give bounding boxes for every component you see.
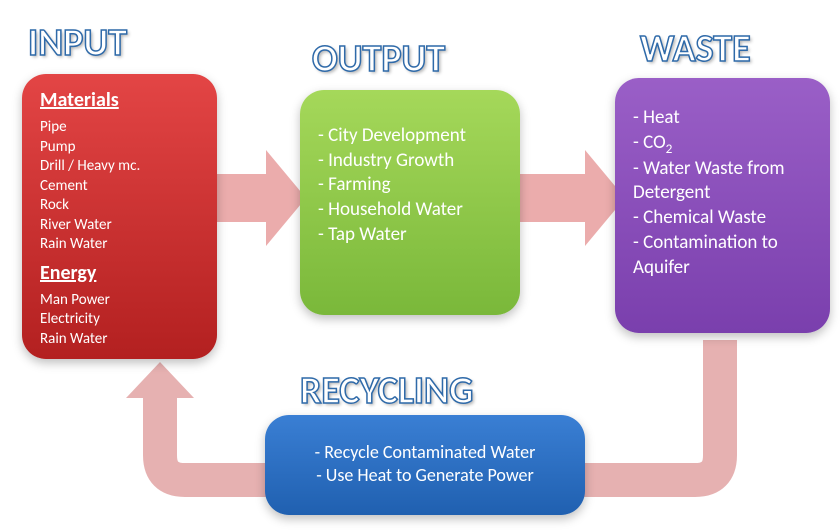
block-recycling: - Recycle Contaminated Water- Use Heat t… [265,415,585,515]
title-recycling: RECYCLING [300,368,473,414]
list-item: - Household Water [318,198,502,223]
arrow-output-to-waste [505,150,625,246]
title-input: INPUT [28,20,127,66]
list-item: Pipe [40,118,199,138]
list-item: River Water [40,216,199,236]
list-item: - Use Heat to Generate Power [283,464,567,487]
list-item: Rock [40,196,199,216]
title-waste: WASTE [640,26,751,72]
list-item: - CO2 [633,131,812,157]
list-item: - City Development [318,124,502,149]
list-item: Rain Water [40,330,199,350]
recycling-items-list: - Recycle Contaminated Water- Use Heat t… [283,441,567,488]
list-item: - Tap Water [318,223,502,248]
waste-items-list: - Heat- CO2- Water Waste from Detergent-… [633,106,812,280]
list-item: - Chemical Waste [633,206,812,231]
list-item: - Farming [318,173,502,198]
block-output: - City Development- Industry Growth- Far… [300,90,520,315]
input-heading-energy: Energy [40,261,199,285]
list-item: Cement [40,177,199,197]
list-item: - Recycle Contaminated Water [283,441,567,464]
input-materials-list: PipePumpDrill / Heavy mc.CementRockRiver… [40,118,199,255]
title-output: OUTPUT [312,36,445,82]
block-input: Materials PipePumpDrill / Heavy mc.Cemen… [22,74,217,359]
output-items-list: - City Development- Industry Growth- Far… [318,124,502,247]
list-item: - Heat [633,106,812,131]
list-item: Rain Water [40,235,199,255]
list-item: - Industry Growth [318,149,502,174]
input-heading-materials: Materials [40,88,199,112]
list-item: Electricity [40,310,199,330]
list-item: - Contamination to Aquifer [633,231,812,280]
list-item: - Water Waste from Detergent [633,157,812,206]
list-item: Drill / Heavy mc. [40,157,199,177]
input-energy-list: Man PowerElectricityRain Water [40,291,199,350]
block-waste: - Heat- CO2- Water Waste from Detergent-… [615,78,830,333]
list-item: Pump [40,138,199,158]
list-item: Man Power [40,291,199,311]
